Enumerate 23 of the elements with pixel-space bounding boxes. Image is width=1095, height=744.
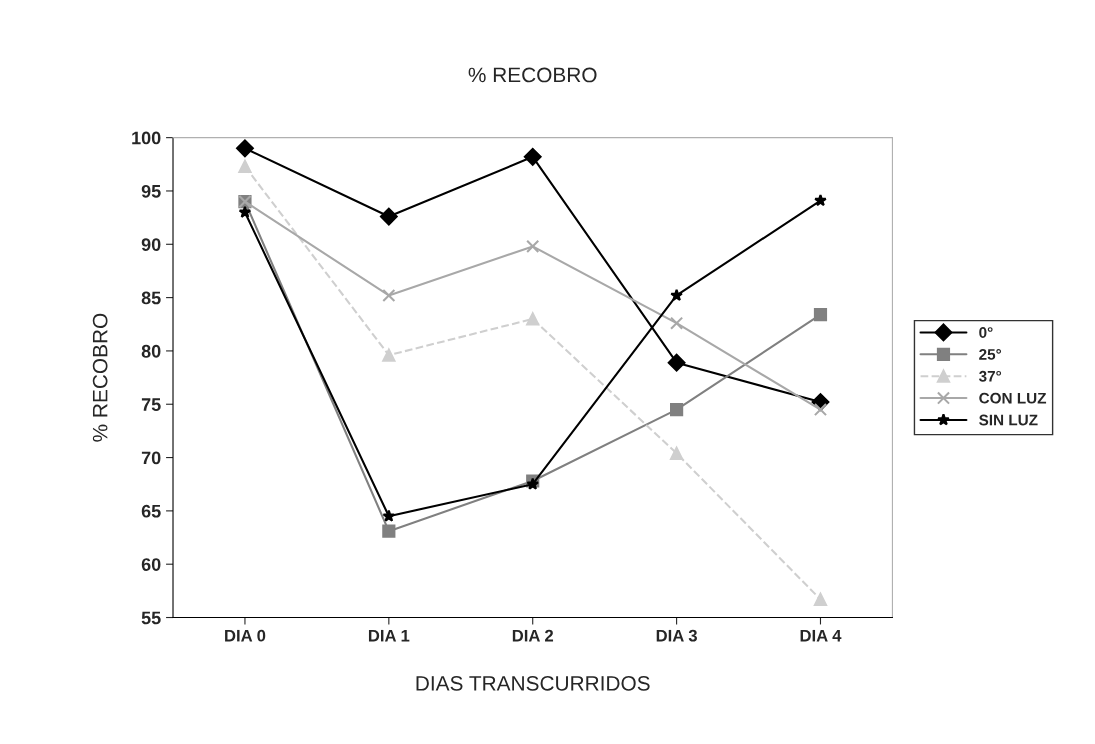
chart-title: % RECOBRO [468,67,597,83]
x-tick-label: DIA 4 [800,629,842,642]
y-tick-label: 55 [141,611,161,625]
y-tick-label: 70 [141,451,161,465]
legend-label: 25° [979,348,1002,360]
legend-label: 0° [979,327,993,338]
legend-label: SIN LUZ [979,414,1038,426]
y-tick-label: 85 [141,291,161,305]
x-tick-label: DIA 2 [512,629,554,642]
y-tick-label: 100 [132,131,161,145]
legend-label: 37° [978,370,1002,382]
y-tick-label: 60 [141,558,161,571]
y-axis-title: % RECOBRO [92,313,108,442]
x-tick-label: DIA 1 [368,629,410,642]
x-tick-label: DIA 3 [656,629,697,642]
x-tick-label: DIA 0 [225,629,266,642]
y-tick-label: 75 [141,398,161,411]
y-tick-label: 80 [141,344,161,358]
legend-label: CON LUZ [979,392,1047,404]
x-axis-title: DIAS TRANSCURRIDOS [416,675,650,691]
y-tick-label: 95 [141,184,161,198]
y-tick-label: 90 [141,238,161,251]
y-tick-label: 65 [141,504,161,518]
